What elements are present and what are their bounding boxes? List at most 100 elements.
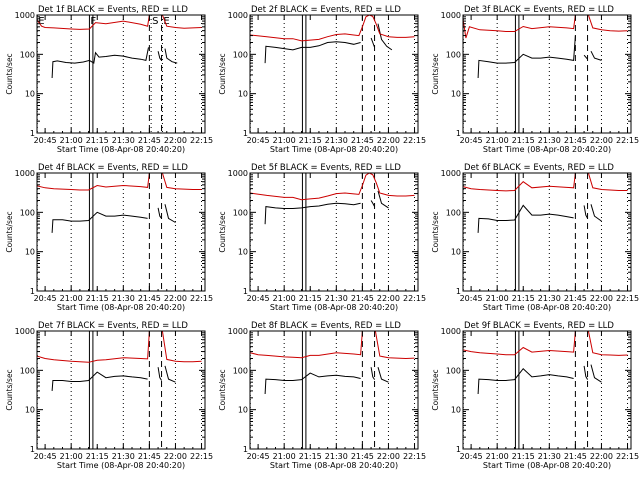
x-tick-label: 20:45 (247, 136, 270, 145)
x-tick-label: 21:45 (351, 452, 374, 461)
series-lld-segment (587, 15, 628, 32)
y-tick-label: 10 (238, 90, 248, 99)
series-events-segment (164, 204, 176, 223)
x-tick-label: 21:15 (86, 294, 109, 303)
marker-label: E (38, 16, 44, 27)
y-tick-label: 10 (451, 406, 461, 415)
y-tick-label: 1 (243, 287, 248, 296)
x-tick-label: 20:45 (247, 452, 270, 461)
series-lld-segment (374, 331, 415, 360)
panel-det7: Det 7f BLACK = Events, RED = LLD 1 10 100 10… (5, 321, 213, 470)
series-events-segment (370, 200, 376, 207)
y-tick-label: 1 (30, 445, 35, 454)
x-tick-label: 21:15 (299, 294, 322, 303)
x-tick-label: 21:30 (538, 294, 561, 303)
y-tick-label: 1 (243, 129, 248, 138)
series-lld-segment (250, 15, 415, 42)
x-tick-label: 21:00 (273, 294, 296, 303)
y-tick-label: 1000 (15, 11, 35, 20)
y-axis-label: Counts/sec (5, 53, 14, 94)
series-events-segment (590, 50, 602, 61)
series-lld-segment (161, 173, 202, 190)
y-tick-label: 10 (25, 406, 35, 415)
x-axis-label: Start Time (08-Apr-08 20:40:20) (57, 461, 185, 470)
series-events-segment (264, 41, 361, 64)
x-tick-label: 22:00 (590, 452, 613, 461)
plot-frame (36, 330, 206, 450)
y-tick-label: 100 (20, 208, 35, 217)
x-tick-label: 22:00 (377, 452, 400, 461)
series-events-segment (477, 35, 576, 79)
x-tick-label: 21:00 (60, 294, 83, 303)
series-events-segment (583, 54, 588, 60)
panel-det2: Det 2f BLACK = Events, RED = LLD 1 10 100 10… (218, 5, 426, 154)
y-tick-label: 100 (446, 366, 461, 375)
x-tick-label: 21:45 (138, 294, 161, 303)
y-tick-label: 10 (238, 248, 248, 257)
y-tick-label: 1000 (441, 169, 461, 178)
marker-label: F (90, 16, 96, 27)
y-tick-label: 100 (233, 50, 248, 59)
panel-title: Det 5f BLACK = Events, RED = LLD (251, 163, 401, 173)
x-tick-label: 21:00 (60, 136, 83, 145)
panel-title: Det 7f BLACK = Events, RED = LLD (38, 321, 188, 331)
series-lld-segment (37, 331, 150, 363)
x-tick-label: 21:30 (112, 136, 135, 145)
panel-title: Det 4f BLACK = Events, RED = LLD (38, 163, 188, 173)
x-tick-label: 21:30 (325, 294, 348, 303)
x-tick-label: 22:00 (377, 294, 400, 303)
x-axis-label: Start Time (08-Apr-08 20:40:20) (270, 303, 398, 312)
x-tick-label: 20:45 (460, 452, 483, 461)
plot-frame (462, 172, 632, 292)
y-tick-label: 1000 (15, 327, 35, 336)
x-axis-label: Start Time (08-Apr-08 20:40:20) (57, 145, 185, 154)
x-tick-label: 21:45 (564, 136, 587, 145)
x-tick-label: 21:15 (86, 452, 109, 461)
y-tick-label: 100 (233, 208, 248, 217)
panel-det4: Det 4f BLACK = Events, RED = LLD 1 10 100 10… (5, 163, 213, 312)
plot-frame (462, 330, 632, 450)
y-tick-label: 1 (456, 287, 461, 296)
y-axis-label: Counts/sec (218, 53, 227, 94)
x-tick-label: 21:30 (325, 452, 348, 461)
plot-frame (462, 14, 632, 134)
x-axis-label: Start Time (08-Apr-08 20:40:20) (483, 303, 611, 312)
x-tick-label: 22:00 (590, 136, 613, 145)
x-tick-label: 20:45 (460, 294, 483, 303)
series-events-segment (164, 365, 176, 383)
y-tick-label: 1 (30, 287, 35, 296)
y-tick-label: 100 (446, 208, 461, 217)
series-lld-segment (161, 331, 202, 363)
y-tick-label: 100 (233, 366, 248, 375)
x-tick-label: 20:45 (34, 136, 57, 145)
y-axis-label: Counts/sec (5, 211, 14, 252)
x-tick-label: 22:15 (190, 452, 213, 461)
x-tick-label: 21:00 (486, 294, 509, 303)
panel-title: Det 2f BLACK = Events, RED = LLD (251, 5, 401, 15)
x-tick-label: 21:30 (325, 136, 348, 145)
y-tick-label: 100 (20, 366, 35, 375)
x-tick-label: 21:15 (299, 136, 322, 145)
x-tick-label: 22:00 (590, 294, 613, 303)
plot-frame (249, 14, 419, 134)
x-tick-label: 22:00 (164, 452, 187, 461)
x-axis-label: Start Time (08-Apr-08 20:40:20) (270, 145, 398, 154)
y-tick-label: 1 (456, 129, 461, 138)
panel-det1: Det 1f BLACK = Events, RED = LLDEFSE1101… (5, 5, 213, 154)
x-tick-label: 22:15 (190, 294, 213, 303)
x-tick-label: 21:15 (86, 136, 109, 145)
series-lld-segment (463, 331, 576, 356)
x-tick-label: 22:15 (190, 136, 213, 145)
panel-det5: Det 5f BLACK = Events, RED = LLD 1 10 100 10… (218, 163, 426, 312)
y-tick-label: 1 (243, 445, 248, 454)
x-tick-label: 22:15 (403, 452, 426, 461)
series-lld-segment (587, 173, 628, 191)
y-tick-label: 1000 (15, 169, 35, 178)
x-tick-label: 21:45 (564, 452, 587, 461)
x-tick-label: 22:15 (616, 452, 639, 461)
x-tick-label: 21:30 (538, 136, 561, 145)
y-axis-label: Counts/sec (431, 369, 440, 410)
series-lld-segment (37, 15, 150, 30)
x-tick-label: 21:30 (112, 294, 135, 303)
series-events-segment (583, 365, 589, 380)
